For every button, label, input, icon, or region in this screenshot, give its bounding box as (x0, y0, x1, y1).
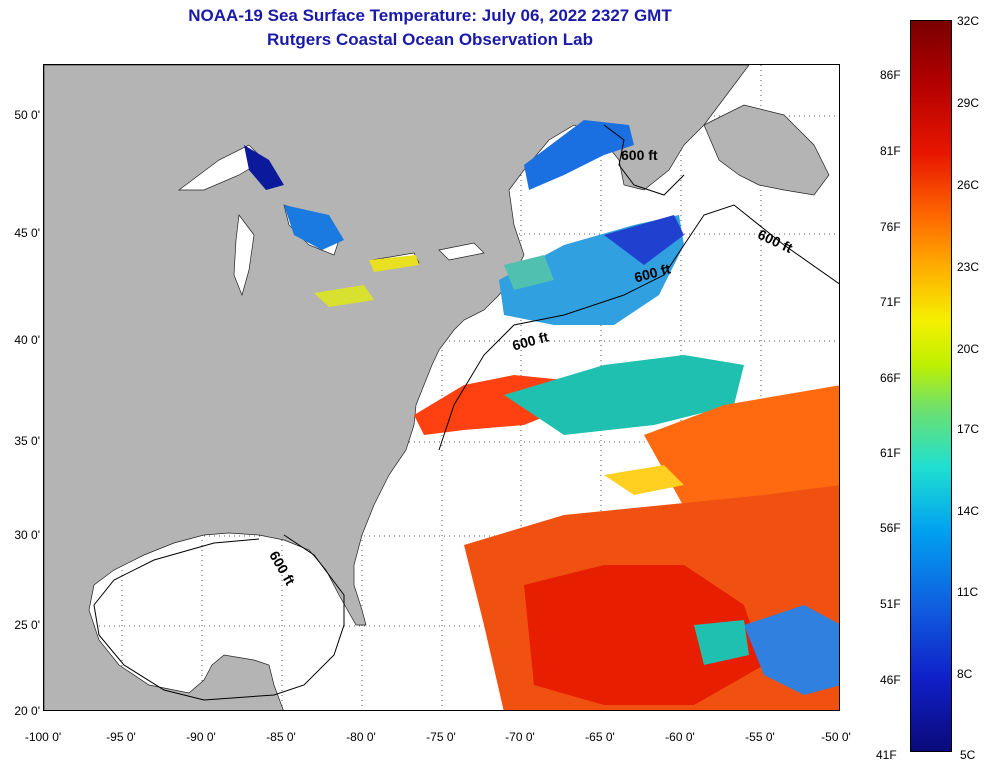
colorbar-fahrenheit-label: 51F (880, 597, 901, 611)
colorbar-celsius-label: 5C (960, 748, 976, 762)
lat-label: 20 0' (14, 704, 40, 718)
colorbar-fahrenheit-label: 61F (880, 446, 901, 460)
lon-label: -65 0' (585, 730, 615, 744)
colorbar-fahrenheit-label: 46F (880, 673, 901, 687)
lon-label: -95 0' (106, 730, 136, 744)
lon-label: -100 0' (24, 730, 62, 744)
colorbar-fahrenheit-label: 41F (876, 748, 897, 762)
sst-map: 600 ft 600 ft 600 ft 600 ft 600 ft (43, 64, 840, 711)
colorbar-fahrenheit-label: 86F (880, 68, 901, 82)
colorbar-celsius-label: 11C (957, 585, 979, 599)
lon-label: -70 0' (505, 730, 535, 744)
lat-label: 35 0' (14, 434, 40, 448)
lat-label: 50 0' (14, 108, 40, 122)
lat-label: 40 0' (14, 333, 40, 347)
map-title: NOAA-19 Sea Surface Temperature: July 06… (188, 6, 672, 25)
lon-label: -60 0' (665, 730, 695, 744)
lon-label: -50 0' (821, 730, 851, 744)
lat-label: 45 0' (14, 226, 40, 240)
lon-label: -90 0' (186, 730, 216, 744)
colorbar-celsius-label: 14C (957, 504, 980, 518)
map-canvas (44, 65, 839, 710)
colorbar-fahrenheit-label: 56F (880, 521, 901, 535)
colorbar-celsius-label: 32C (957, 14, 980, 28)
colorbar-celsius-label: 20C (957, 342, 980, 356)
newfoundland-land (703, 104, 830, 196)
colorbar-fahrenheit-label: 71F (880, 295, 901, 309)
colorbar-celsius-label: 26C (957, 178, 980, 192)
temperature-colorbar (910, 20, 952, 752)
lon-label: -75 0' (426, 730, 456, 744)
lon-label: -85 0' (266, 730, 296, 744)
sst-data (244, 120, 839, 710)
lon-label: -55 0' (745, 730, 775, 744)
colorbar-fahrenheit-label: 66F (880, 371, 901, 385)
lat-label: 25 0' (14, 618, 40, 632)
colorbar-celsius-label: 29C (957, 96, 980, 110)
colorbar-celsius-label: 8C (957, 667, 973, 681)
map-subtitle: Rutgers Coastal Ocean Observation Lab (267, 30, 593, 49)
colorbar-fahrenheit-label: 81F (880, 144, 901, 158)
colorbar-celsius-label: 23C (957, 260, 980, 274)
colorbar-celsius-label: 17C (957, 422, 980, 436)
colorbar-fahrenheit-label: 76F (880, 220, 901, 234)
lat-label: 30 0' (14, 528, 40, 542)
contour-label: 600 ft (621, 147, 658, 163)
depth-contours (93, 124, 839, 701)
lon-label: -80 0' (346, 730, 376, 744)
